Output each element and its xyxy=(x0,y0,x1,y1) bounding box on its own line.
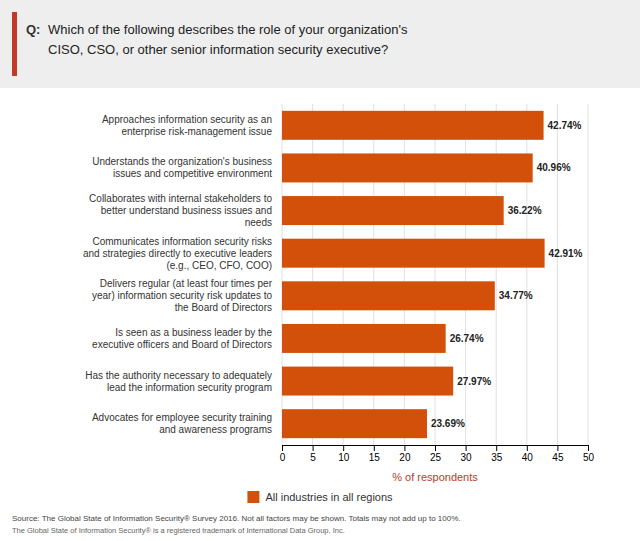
x-tick: 10 xyxy=(338,445,350,463)
x-tick: 50 xyxy=(583,445,595,463)
bar xyxy=(282,111,544,140)
plot: 42.74% 40.96% 36.22% 42.91% 34.77% 26.74% 27.9… xyxy=(280,104,595,483)
data-label: 40.96% xyxy=(537,162,571,173)
source-note: The Global State of Information Security… xyxy=(12,526,345,535)
x-axis-title: % of respondents xyxy=(392,471,478,483)
bar xyxy=(282,409,427,438)
title-prefix: Q: xyxy=(26,22,40,37)
category-label: Understands the organization's businessi… xyxy=(92,156,272,179)
x-tick-label: 50 xyxy=(583,452,595,463)
source-note: Source: The Global State of Information … xyxy=(12,514,461,523)
x-tick-mark xyxy=(435,445,436,451)
data-label: 42.74% xyxy=(548,120,582,131)
x-tick-mark xyxy=(466,445,467,451)
title: Which of the following describes the rol… xyxy=(48,22,408,57)
bar xyxy=(282,239,545,268)
bar xyxy=(282,281,495,310)
x-tick-label: 30 xyxy=(461,452,473,463)
category-label: Delivers regular (at least four times pe… xyxy=(92,278,273,313)
data-label: 36.22% xyxy=(508,205,542,216)
category-label: Has the authority necessary to adequatel… xyxy=(85,370,272,393)
bar xyxy=(282,367,453,396)
grid-line xyxy=(588,104,589,445)
x-tick: 35 xyxy=(491,445,503,463)
category-label: Collaborates with internal stakeholders … xyxy=(89,193,272,228)
x-tick-mark xyxy=(282,445,283,451)
grid xyxy=(282,104,588,445)
x-tick-mark xyxy=(527,445,528,451)
x-axis-line xyxy=(283,446,589,452)
category-label: Advocates for employee security training… xyxy=(92,412,272,435)
x-tick-mark xyxy=(374,445,375,451)
data-labels: 42.74% 40.96% 36.22% 42.91% 34.77% 26.74% 27.9… xyxy=(431,120,583,429)
x-tick-mark xyxy=(588,445,589,451)
x-tick: 40 xyxy=(522,445,534,463)
x-tick: 30 xyxy=(461,445,473,463)
legend: All industries in all regions xyxy=(247,491,393,503)
x-tick-label: 15 xyxy=(369,452,381,463)
x-tick-label: 25 xyxy=(430,452,442,463)
x-tick-label: 0 xyxy=(280,452,286,463)
x-tick-label: 40 xyxy=(522,452,534,463)
category-labels: Approaches information security as anent… xyxy=(83,114,273,435)
x-tick: 15 xyxy=(369,445,381,463)
x-tick-mark xyxy=(313,445,314,451)
bar xyxy=(282,196,504,225)
category-label: Approaches information security as anent… xyxy=(102,114,273,137)
x-tick-label: 5 xyxy=(310,452,316,463)
x-tick-label: 10 xyxy=(338,452,350,463)
bar xyxy=(282,153,533,182)
x-tick: 20 xyxy=(399,445,411,463)
legend-swatch xyxy=(247,491,259,503)
x-axis: 0 5 10 15 20 25 30 35 40 45 50 xyxy=(280,445,595,463)
x-tick: 45 xyxy=(552,445,564,463)
x-tick-mark xyxy=(404,445,405,451)
category-label: Communicates information security risksa… xyxy=(83,236,272,271)
x-tick: 5 xyxy=(310,445,316,463)
title-accent xyxy=(12,12,17,76)
grid-line xyxy=(557,104,558,445)
chart: Q: Which of the following describes the r… xyxy=(0,0,640,541)
x-tick-label: 20 xyxy=(399,452,411,463)
bar xyxy=(282,324,446,353)
x-tick-mark xyxy=(496,445,497,451)
data-label: 26.74% xyxy=(450,333,484,344)
x-tick-mark xyxy=(557,445,558,451)
x-tick-mark xyxy=(343,445,344,451)
title-background xyxy=(0,0,640,88)
data-label: 27.97% xyxy=(457,376,491,387)
bars xyxy=(282,111,545,438)
data-label: 42.91% xyxy=(549,248,583,259)
x-tick: 25 xyxy=(430,445,442,463)
category-label: Is seen as a business leader by theexecu… xyxy=(92,327,272,350)
x-tick: 0 xyxy=(280,445,286,463)
x-tick-label: 45 xyxy=(552,452,564,463)
data-label: 34.77% xyxy=(499,290,533,301)
legend-label: All industries in all regions xyxy=(265,491,393,503)
x-tick-label: 35 xyxy=(491,452,503,463)
data-label: 23.69% xyxy=(431,418,465,429)
